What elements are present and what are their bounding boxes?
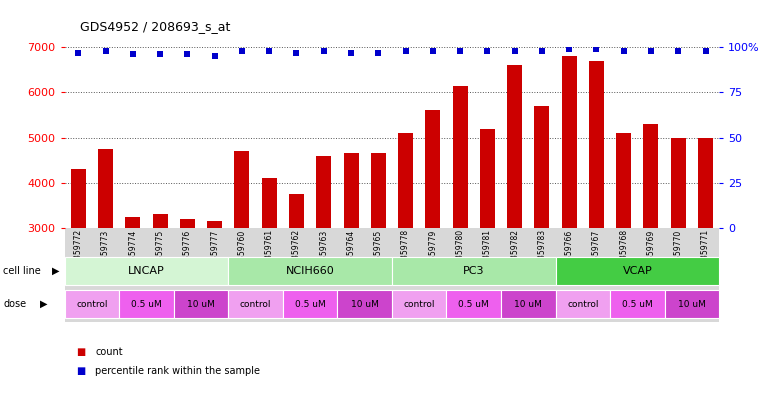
Bar xyxy=(616,133,631,228)
Point xyxy=(72,50,84,56)
Point xyxy=(699,48,712,54)
Point xyxy=(618,48,630,54)
Bar xyxy=(126,217,140,228)
Bar xyxy=(644,124,658,228)
Text: control: control xyxy=(567,300,599,309)
Bar xyxy=(289,194,304,228)
Bar xyxy=(234,151,250,228)
Bar xyxy=(670,138,686,228)
Text: NCIH660: NCIH660 xyxy=(285,266,335,276)
Point xyxy=(154,51,166,57)
Bar xyxy=(480,129,495,228)
Text: GDS4952 / 208693_s_at: GDS4952 / 208693_s_at xyxy=(80,20,231,33)
Bar xyxy=(65,228,719,322)
Text: 0.5 uM: 0.5 uM xyxy=(458,300,489,309)
Bar xyxy=(453,86,467,228)
Text: 10 uM: 10 uM xyxy=(187,300,215,309)
Text: ▶: ▶ xyxy=(52,266,59,276)
Bar xyxy=(317,156,331,228)
Text: control: control xyxy=(240,300,272,309)
Bar xyxy=(562,56,577,228)
Point xyxy=(291,50,303,56)
Point xyxy=(672,48,684,54)
Bar xyxy=(534,106,549,228)
Bar xyxy=(71,169,86,228)
Text: PC3: PC3 xyxy=(463,266,485,276)
Text: ▶: ▶ xyxy=(40,299,47,309)
Text: ■: ■ xyxy=(76,347,85,357)
Text: cell line: cell line xyxy=(3,266,41,276)
Text: count: count xyxy=(95,347,123,357)
Text: 0.5 uM: 0.5 uM xyxy=(295,300,326,309)
Bar xyxy=(207,221,222,228)
Point xyxy=(372,50,384,56)
Text: percentile rank within the sample: percentile rank within the sample xyxy=(95,366,260,376)
Bar xyxy=(371,153,386,228)
Text: control: control xyxy=(403,300,435,309)
Point xyxy=(317,48,330,54)
Text: 10 uM: 10 uM xyxy=(514,300,542,309)
Bar xyxy=(398,133,413,228)
Text: control: control xyxy=(76,300,108,309)
Point xyxy=(536,48,548,54)
Point xyxy=(427,48,439,54)
Text: dose: dose xyxy=(3,299,26,309)
Point xyxy=(481,48,493,54)
Bar xyxy=(262,178,277,228)
Point xyxy=(454,48,466,54)
Bar xyxy=(343,153,358,228)
Point xyxy=(181,51,193,57)
Text: 10 uM: 10 uM xyxy=(678,300,705,309)
Bar xyxy=(698,138,713,228)
Bar xyxy=(98,149,113,228)
Text: ■: ■ xyxy=(76,366,85,376)
Point xyxy=(345,50,357,56)
Point xyxy=(508,48,521,54)
Text: 0.5 uM: 0.5 uM xyxy=(622,300,653,309)
Point xyxy=(563,46,575,52)
Text: 10 uM: 10 uM xyxy=(351,300,378,309)
Point xyxy=(591,46,603,52)
Point xyxy=(645,48,657,54)
Text: 0.5 uM: 0.5 uM xyxy=(131,300,162,309)
Point xyxy=(400,48,412,54)
Point xyxy=(127,51,139,57)
Text: VCAP: VCAP xyxy=(622,266,652,276)
Point xyxy=(236,48,248,54)
Point xyxy=(209,53,221,59)
Point xyxy=(263,48,275,54)
Text: LNCAP: LNCAP xyxy=(128,266,165,276)
Bar xyxy=(507,65,522,228)
Bar xyxy=(589,61,604,228)
Bar xyxy=(180,219,195,228)
Bar xyxy=(153,214,167,228)
Bar xyxy=(425,110,441,228)
Point xyxy=(100,48,112,54)
